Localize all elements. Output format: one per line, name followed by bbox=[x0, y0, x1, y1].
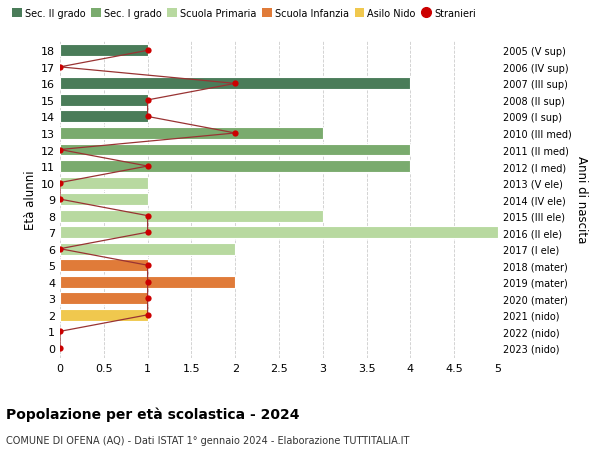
Legend: Sec. II grado, Sec. I grado, Scuola Primaria, Scuola Infanzia, Asilo Nido, Stran: Sec. II grado, Sec. I grado, Scuola Prim… bbox=[8, 5, 480, 23]
Bar bbox=[60, 260, 148, 272]
Bar bbox=[60, 243, 235, 255]
Bar bbox=[60, 227, 498, 239]
Bar bbox=[60, 144, 410, 156]
Bar bbox=[60, 177, 148, 189]
Y-axis label: Età alunni: Età alunni bbox=[24, 170, 37, 230]
Bar bbox=[60, 309, 148, 321]
Text: Popolazione per età scolastica - 2024: Popolazione per età scolastica - 2024 bbox=[6, 406, 299, 421]
Bar bbox=[60, 95, 148, 106]
Bar bbox=[60, 161, 410, 173]
Bar bbox=[60, 78, 410, 90]
Y-axis label: Anni di nascita: Anni di nascita bbox=[575, 156, 588, 243]
Bar bbox=[60, 293, 148, 305]
Bar bbox=[60, 128, 323, 140]
Bar bbox=[60, 210, 323, 222]
Bar bbox=[60, 194, 148, 206]
Bar bbox=[60, 276, 235, 288]
Text: COMUNE DI OFENA (AQ) - Dati ISTAT 1° gennaio 2024 - Elaborazione TUTTITALIA.IT: COMUNE DI OFENA (AQ) - Dati ISTAT 1° gen… bbox=[6, 435, 409, 445]
Bar bbox=[60, 45, 148, 57]
Bar bbox=[60, 111, 148, 123]
